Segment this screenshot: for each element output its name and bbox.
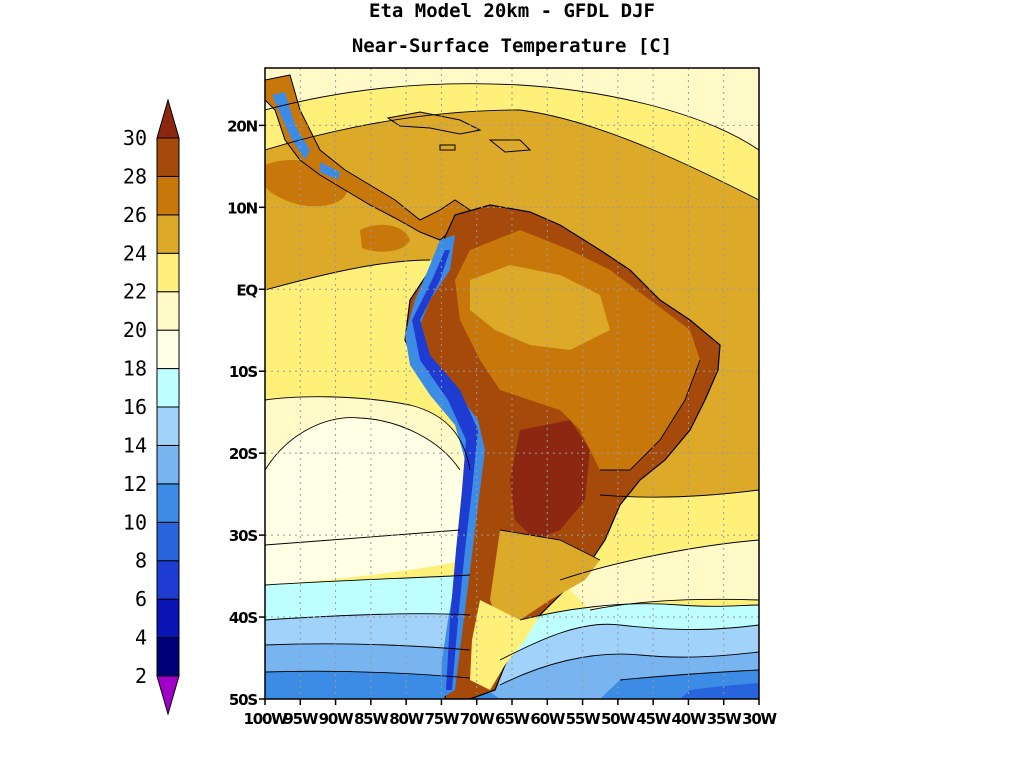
colorbar-segment — [156, 637, 180, 677]
colorbar-segment-above-max — [156, 98, 180, 139]
lon-tick-label: 100W — [243, 710, 288, 728]
colorbar-tick-label: 20 — [123, 318, 147, 342]
lat-tick-label: 10N — [227, 199, 257, 217]
gridlines — [265, 68, 759, 699]
ocean-band-8 — [680, 683, 759, 699]
lon-tick-label: 45W — [636, 710, 671, 728]
chart-title: Eta Model 20km - GFDL DJF — [369, 0, 655, 22]
colorbar-tick-label: 12 — [123, 472, 147, 496]
colorbar-tick-label: 30 — [123, 126, 147, 150]
colorbar-segment — [156, 483, 180, 523]
colorbar-segment — [156, 137, 180, 177]
lon-tick-label: 50W — [601, 710, 636, 728]
colorbar-tick-label: 18 — [123, 357, 147, 381]
lat-tick-label: EQ — [236, 281, 257, 299]
temperature-map — [265, 68, 759, 699]
colorbar-tick-label: 8 — [135, 549, 147, 573]
colorbar-tick-label: 26 — [123, 203, 147, 227]
colorbar-tick-label: 2 — [135, 664, 147, 688]
lon-tick-label: 60W — [530, 710, 565, 728]
colorbar-segment — [156, 444, 180, 485]
lat-tick-label: 50S — [229, 691, 257, 709]
lon-tick-label: 85W — [354, 710, 389, 728]
colorbar-tick-label: 28 — [123, 164, 147, 188]
lat-tick-label: 30S — [229, 527, 257, 545]
central-america-highlands — [272, 92, 340, 180]
colorbar-segment — [156, 291, 180, 331]
ocean-atlantic-band-22 — [560, 540, 759, 610]
isotherm-contours — [265, 83, 759, 686]
colorbar-tick-label: 4 — [135, 626, 147, 650]
colorbar-tick-label: 24 — [123, 241, 147, 265]
ocean-warm-cell-26b — [360, 224, 410, 252]
colorbar-segment — [156, 252, 180, 293]
lon-tick-label: 75W — [425, 710, 460, 728]
colorbar-segment-below-min — [156, 675, 180, 716]
lat-tick-label: 10S — [229, 363, 257, 381]
colorbar-tick-label: 14 — [123, 433, 147, 457]
lon-tick-label: 80W — [389, 710, 424, 728]
land-patagonia-22 — [470, 600, 540, 690]
colorbar-segment — [156, 175, 180, 216]
colorbar-segment — [156, 368, 180, 408]
land-amazon-24 — [470, 265, 610, 350]
lat-tick-label: 20S — [229, 445, 257, 463]
jamaica-island — [439, 144, 456, 151]
lon-tick-label: 95W — [283, 710, 318, 728]
lon-tick-label: 65W — [495, 710, 530, 728]
lon-tick-label: 40W — [672, 710, 707, 728]
colorbar-segment — [156, 560, 180, 600]
colorbar-segment — [156, 214, 180, 254]
lat-tick-label: 40S — [229, 609, 257, 627]
colorbar-segment — [156, 406, 180, 446]
colorbar-tick-label: 10 — [123, 510, 147, 534]
chart-subtitle: Near-Surface Temperature [C] — [352, 35, 672, 57]
colorbar-segment — [156, 329, 180, 370]
lon-tick-label: 35W — [707, 710, 742, 728]
ocean-north-band-22 — [265, 68, 759, 150]
colorbar-tick-label: 16 — [123, 395, 147, 419]
colorbar-tick-label: 6 — [135, 587, 147, 611]
colorbar-segment — [156, 598, 180, 639]
lon-tick-label: 70W — [460, 710, 495, 728]
ocean-pacific-band-20 — [265, 417, 465, 585]
latitude-axis: 20N 10N EQ 10S 20S 30S 40S 50S — [227, 117, 265, 709]
ocean-band-10 — [265, 670, 759, 699]
colorbar-segment — [156, 521, 180, 562]
lon-tick-label: 30W — [742, 710, 777, 728]
lat-tick-label: 20N — [227, 117, 257, 135]
lon-tick-label: 90W — [319, 710, 354, 728]
colorbar-tick-label: 22 — [123, 280, 147, 304]
hispaniola-island — [488, 139, 532, 153]
land-interior-hot-28 — [510, 420, 590, 540]
andes-core-cold — [412, 250, 478, 690]
land-south-24 — [490, 530, 600, 640]
lon-tick-label: 55W — [566, 710, 601, 728]
